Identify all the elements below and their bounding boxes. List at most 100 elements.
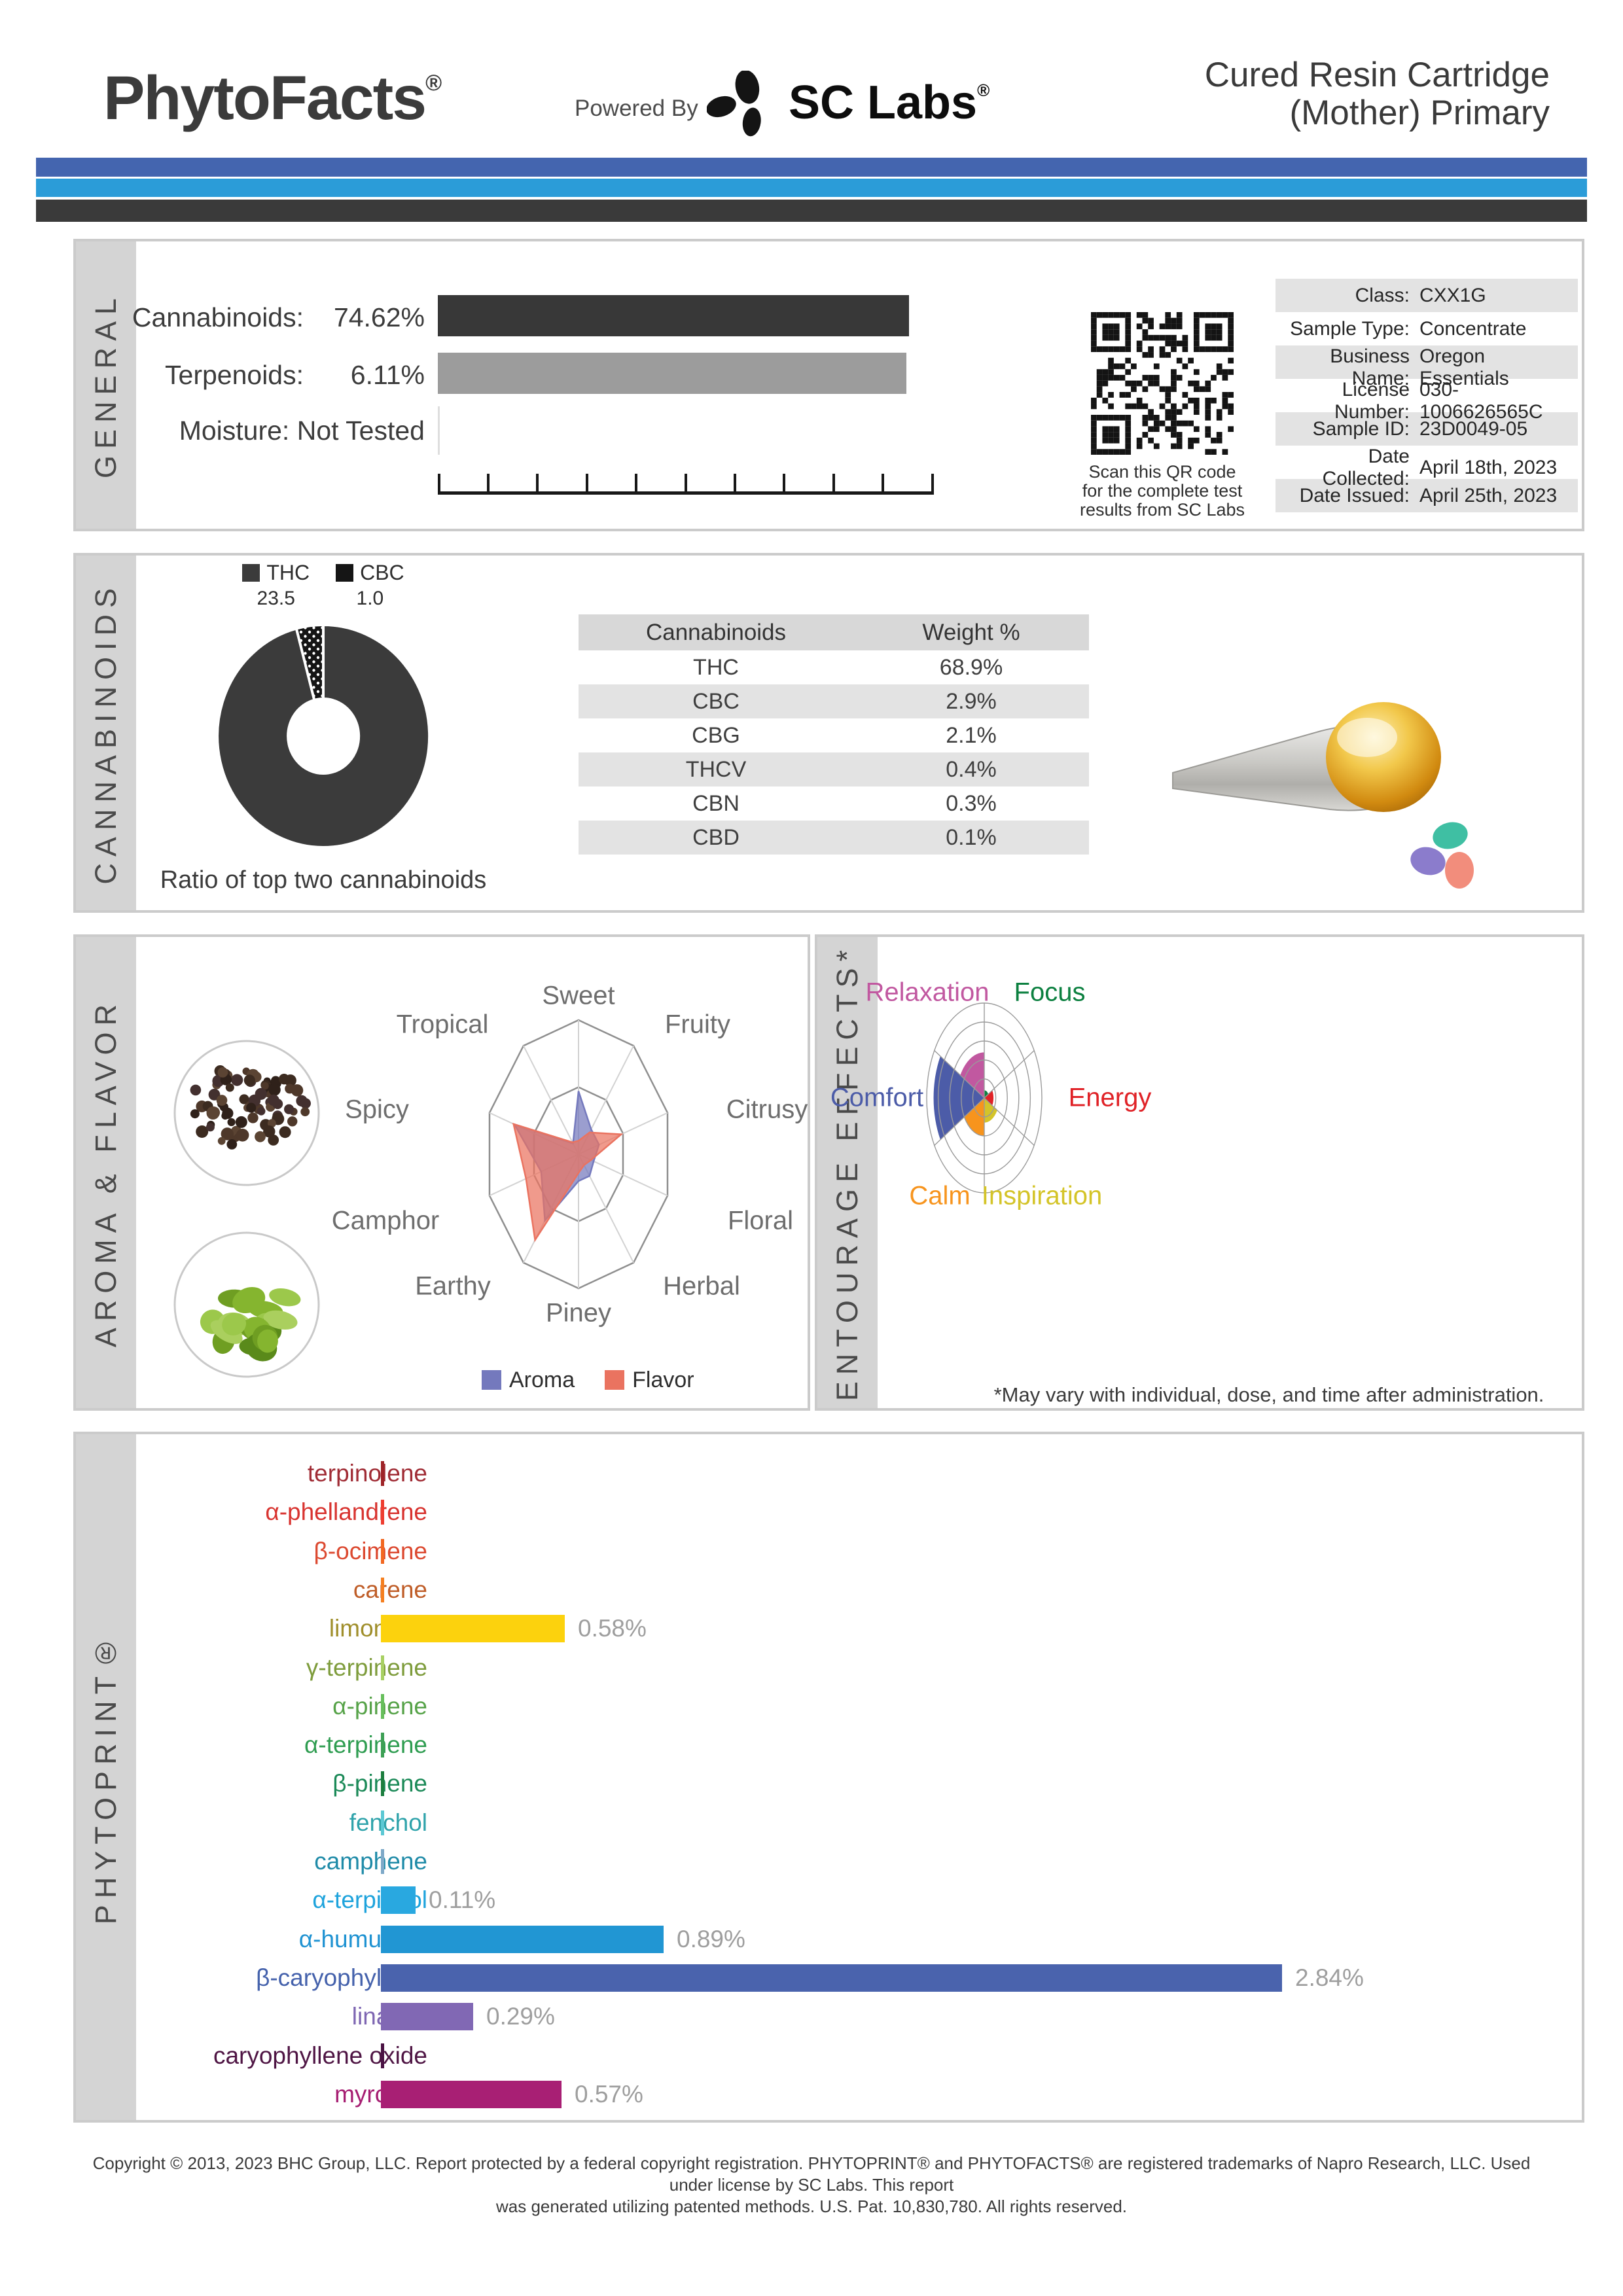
brand-registered-mark: ® <box>425 71 442 96</box>
terpene-row-7: α-terpinene <box>139 1725 1579 1765</box>
scale-ruler <box>438 470 934 495</box>
info-label: Sample ID: <box>1312 417 1410 440</box>
legend-swatch-icon <box>605 1370 625 1390</box>
terpene-row-10: camphene <box>139 1842 1579 1881</box>
terpene-bar <box>381 2003 473 2030</box>
terpene-value: 0.58% <box>578 1615 647 1642</box>
cannabinoid-weight: 2.1% <box>946 722 997 748</box>
info-label: License Number: <box>1334 379 1410 423</box>
terpene-row-2: β-ocimene <box>139 1532 1579 1571</box>
aroma-flavor-sidebar-label: AROMA & FLAVOR <box>89 997 122 1348</box>
terpene-row-4: limonene 0.58% <box>139 1609 1579 1648</box>
ruler-tick <box>783 474 785 491</box>
radar-axis-label-Tropical: Tropical <box>396 1010 489 1039</box>
general-section: GENERAL Cannabinoids: 74.62% Terpenoids:… <box>73 239 1584 531</box>
accent-bar-dark <box>36 200 1587 222</box>
info-label: Sample Type: <box>1290 317 1410 340</box>
entourage-label-Inspiration: Inspiration <box>981 1181 1103 1210</box>
terpene-row-8: β-pinene <box>139 1764 1579 1803</box>
radar-axis-label-Floral: Floral <box>727 1206 794 1235</box>
legend-item-Aroma: Aroma <box>482 1368 575 1393</box>
radar-axis-label-Earthy: Earthy <box>415 1271 491 1301</box>
legend-swatch-icon <box>336 564 354 582</box>
lab-name-text: SC Labs <box>789 77 978 129</box>
terpene-row-15: caryophyllene oxide <box>139 2036 1579 2075</box>
powered-by-label: Powered By <box>575 96 698 121</box>
sclabs-color-dots-icon <box>1410 822 1474 889</box>
ruler-tick <box>536 474 539 491</box>
ruler-tick <box>931 474 934 491</box>
cannabinoids-table-header: Cannabinoids Weight % <box>579 614 1089 650</box>
terpene-name: α-phellandrene <box>265 1498 427 1525</box>
moisture-label-value: Moisture: Not Tested <box>76 415 425 446</box>
legend-value: 1.0 <box>356 588 384 609</box>
donut-caption: Ratio of top two cannabinoids <box>160 866 487 894</box>
terpene-value: 2.84% <box>1295 1964 1364 1991</box>
cannabinoid-row-CBN: CBN 0.3% <box>579 786 1089 821</box>
terpenoids-total-bar <box>438 353 906 394</box>
cannabinoids-total-value: 74.62% <box>333 302 425 332</box>
entourage-section: ENTOURAGE EFFECTS* Focus Energy Inspiratio… <box>815 934 1584 1411</box>
cannabinoids-total-bar <box>438 295 909 336</box>
terpene-bar <box>381 1964 1282 1992</box>
accent-bar-cyan <box>36 179 1587 197</box>
cannabinoid-name: CBC <box>692 688 740 714</box>
info-row-3: License Number: 030-1006626565C <box>1275 379 1578 423</box>
qr-code <box>1091 312 1234 455</box>
qr-caption-line1: Scan this QR code <box>1088 462 1236 482</box>
info-label: Class: <box>1355 284 1410 306</box>
cannabinoid-weight: 0.1% <box>946 824 997 850</box>
cannabinoids-table: Cannabinoids Weight % THC 68.9% CBC 2.9% CBG 2.… <box>579 614 1089 855</box>
terpene-name: fenchol <box>349 1809 427 1836</box>
donut-legend-item-THC: THC 23.5 <box>242 561 310 610</box>
cannabinoid-row-THCV: THCV 0.4% <box>579 752 1089 786</box>
cannabinoid-row-THC: THC 68.9% <box>579 650 1089 684</box>
terpenoids-total-bar-track <box>438 353 909 394</box>
terpene-row-0: terpinolene <box>139 1454 1579 1493</box>
general-sidebar: GENERAL <box>76 241 136 529</box>
qr-caption-line2: for the complete test <box>1082 481 1243 501</box>
info-label: Date Collected: <box>1322 446 1410 489</box>
moisture-zero-tick <box>438 406 440 455</box>
phytoprint-section: PHYTOPRINT® terpinolene α-phellandrene β-o… <box>73 1432 1584 2123</box>
terpenoids-total-value: 6.11% <box>350 360 425 390</box>
footer: Copyright © 2013, 2023 BHC Group, LLC. R… <box>92 2153 1531 2217</box>
ruler-tick <box>882 474 884 491</box>
donut-legend: THC 23.5 CBC 1.0 <box>192 561 454 610</box>
legend-value: 23.5 <box>257 588 295 609</box>
sclabs-dots-icon <box>706 69 761 137</box>
sclabs-logo <box>706 69 779 146</box>
terpene-row-9: fenchol <box>139 1803 1579 1843</box>
ruler-tick <box>734 474 736 491</box>
info-value: 030-1006626565C <box>1419 379 1543 423</box>
info-row-1: Sample Type: Concentrate <box>1275 312 1578 345</box>
phytoprint-sidebar: PHYTOPRINT® <box>76 1434 136 2120</box>
ruler-tick <box>832 474 835 491</box>
cannabinoid-row-CBG: CBG 2.1% <box>579 718 1089 752</box>
peppercorn-photo <box>173 1040 320 1186</box>
cannabinoids-sidebar: CANNABINOIDS <box>76 556 136 910</box>
terpene-zero-tick <box>381 1461 384 1486</box>
terpene-zero-tick <box>381 1655 384 1680</box>
info-row-4: Sample ID: 23D0049-05 <box>1275 412 1578 446</box>
aroma-flavor-legend: Aroma Flavor <box>482 1368 694 1393</box>
terpene-zero-tick <box>381 1539 384 1564</box>
info-label: Business Name: <box>1330 345 1410 389</box>
terpene-bar <box>381 1926 664 1953</box>
col-header-cannabinoids: Cannabinoids <box>645 619 787 645</box>
radar-axis-label-Spicy: Spicy <box>345 1095 409 1124</box>
entourage-label-Comfort: Comfort <box>830 1083 924 1112</box>
terpene-zero-tick <box>381 2043 384 2068</box>
terpene-row-11: α-terpineol 0.11% <box>139 1881 1579 1920</box>
entourage-label-Calm: Calm <box>909 1181 971 1210</box>
info-value: 23D0049-05 <box>1419 417 1528 440</box>
radar-axis-label-Sweet: Sweet <box>542 981 615 1010</box>
qr-caption: Scan this QR code for the complete test … <box>1052 463 1272 520</box>
lab-registered-mark: ® <box>977 80 990 100</box>
report-title-line1: Cured Resin Cartridge <box>1204 56 1550 94</box>
cannabinoids-total-bar-track <box>438 295 909 336</box>
terpene-row-5: γ-terpinene <box>139 1648 1579 1687</box>
accent-bar-blue <box>36 158 1587 177</box>
terpene-row-3: carene <box>139 1570 1579 1610</box>
terpene-value: 0.11% <box>429 1886 496 1913</box>
